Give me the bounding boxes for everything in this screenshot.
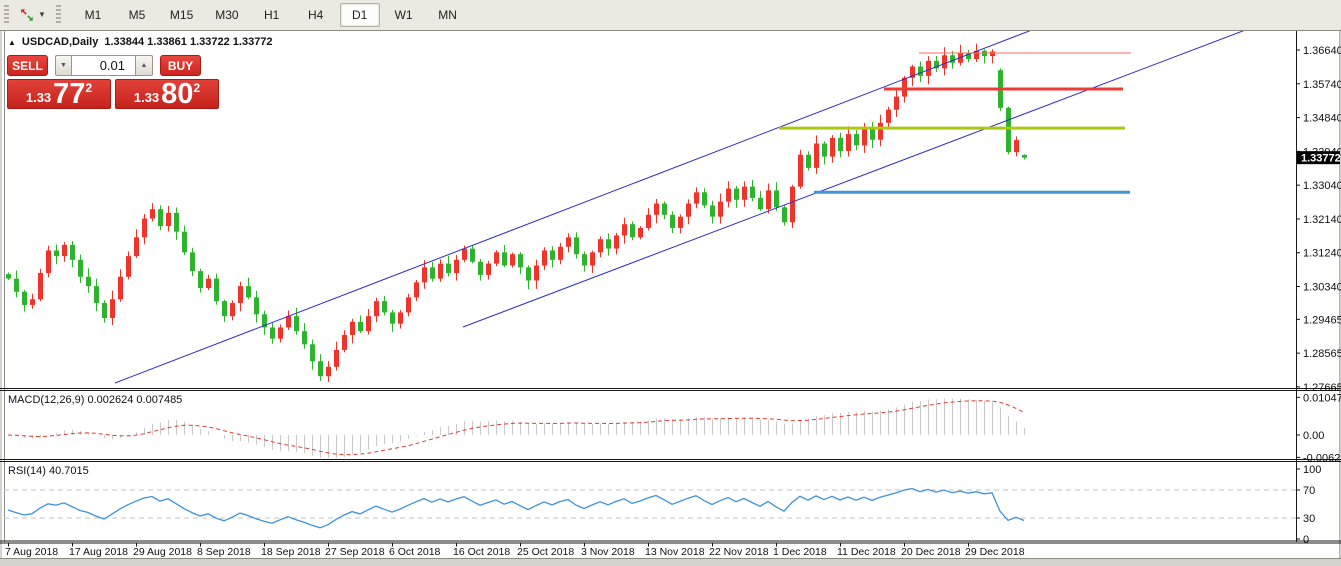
current-price-tag [1297,151,1340,165]
date-axis-label: 13 Nov 2018 [645,546,705,558]
date-axis-label: 16 Oct 2018 [453,546,510,558]
macd-name: MACD(12,26,9) [8,394,85,406]
current-price-value: 1.33772 [1301,153,1341,165]
chart-canvas[interactable]: 1.366401.357401.348401.339401.330401.321… [0,31,1341,558]
chevron-down-icon: ▼ [38,10,46,19]
date-axis-label: 3 Nov 2018 [581,546,635,558]
date-axis-label: 29 Aug 2018 [133,546,192,558]
date-axis-label: 22 Nov 2018 [709,546,769,558]
rsi-axis-label: 0 [1303,534,1309,546]
symbol-period-label: USDCAD,Daily [21,36,99,48]
price-axis-label: 1.33040 [1303,180,1341,192]
timeframe-button-H4[interactable]: H4 [307,8,324,22]
price-axis-label: 1.32140 [1303,214,1341,226]
date-axis-label: 1 Dec 2018 [773,546,827,558]
price-axis-label: 1.30340 [1303,282,1341,294]
volume-input[interactable]: 0.01 [72,55,136,76]
macd-axis-label: 0.00 [1303,430,1324,442]
window-bottom-edge [0,558,1341,566]
buy-price-pipette: 2 [193,81,201,95]
macd-axis-label: 0.010474 [1303,392,1341,404]
timeframe-toolbar: M1 M5 M15 M30 H1 H4 D1 W1 MN [71,3,470,27]
one-click-trading-panel: SELL ▼ 0.01 ▲ BUY 1.33 77 2 1.33 80 2 [7,55,221,109]
timeframe-button-D1[interactable]: D1 [339,3,380,27]
date-axis-label: 7 Aug 2018 [5,546,58,558]
macd-pane[interactable] [7,398,1025,458]
chart-objects[interactable] [114,31,1248,384]
date-axis-label: 25 Oct 2018 [517,546,574,558]
price-axis-label: 1.27665 [1303,382,1341,394]
rsi-line [7,487,1025,529]
chart-title: ▲ USDCAD,Daily 1.33844 1.33861 1.33722 1… [8,36,273,48]
date-axis-label: 18 Sep 2018 [261,546,321,558]
price-axis-label: 1.31240 [1303,248,1341,260]
price-axis: 1.366401.357401.348401.339401.330401.321… [1296,45,1341,546]
sell-price-panel[interactable]: 1.33 77 2 [7,79,111,109]
price-axis-label: 1.36640 [1303,45,1341,57]
price-axis-label: 1.28565 [1303,348,1341,360]
rsi-axis-label: 100 [1303,464,1321,476]
date-axis-label: 6 Oct 2018 [389,546,441,558]
date-axis-label: 11 Dec 2018 [837,546,896,558]
date-axis-label: 17 Aug 2018 [69,546,128,558]
date-axis-label: 8 Sep 2018 [197,546,251,558]
buy-price-prefix: 1.33 [133,90,160,105]
rsi-axis-label: 70 [1303,485,1315,497]
sell-price-prefix: 1.33 [25,90,52,105]
date-axis-label: 20 Dec 2018 [901,546,961,558]
buy-button[interactable]: BUY [160,55,201,76]
volume-decrease-button[interactable]: ▼ [55,55,72,76]
macd-indicator-label: MACD(12,26,9) 0.002624 0.007485 [8,394,182,406]
price-axis-label: 1.34840 [1303,113,1341,125]
candles[interactable] [6,43,1027,382]
toolbar-grip[interactable] [55,5,61,25]
chart-area: 1.366401.357401.348401.339401.330401.321… [0,31,1341,558]
collapse-panel-icon[interactable]: ▲ [8,37,16,47]
diagonal-arrows-icon [21,9,33,21]
chart-shift-button[interactable]: ▼ [13,3,52,27]
rsi-name: RSI(14) [8,465,46,477]
sell-price-big-digits: 77 [53,78,86,110]
toolbar: ▼ M1 M5 M15 M30 H1 H4 D1 W1 MN [0,0,1341,31]
toolbar-grip[interactable] [4,5,9,25]
date-axis-label: 29 Dec 2018 [965,546,1025,558]
buy-price-panel[interactable]: 1.33 80 2 [115,79,219,109]
timeframe-button-M5[interactable]: M5 [128,8,146,22]
volume-increase-button[interactable]: ▲ [136,55,153,76]
timeframe-button-W1[interactable]: W1 [394,8,413,22]
timeframe-button-MN[interactable]: MN [438,8,457,22]
trendline-channel-lower [462,31,1245,328]
timeframe-button-M1[interactable]: M1 [84,8,102,22]
macd-axis-label: -0.006218 [1303,452,1341,464]
date-axis-label: 27 Sep 2018 [325,546,385,558]
price-axis-label: 1.35740 [1303,79,1341,91]
trendline-channel-upper [114,31,1031,384]
timeframe-button-M15[interactable]: M15 [169,8,194,22]
rsi-indicator-label: RSI(14) 40.7015 [8,465,89,477]
macd-values: 0.002624 0.007485 [87,394,183,406]
timeframe-button-H1[interactable]: H1 [263,8,280,22]
sell-price-pipette: 2 [85,81,93,95]
rsi-pane[interactable] [4,487,1296,529]
date-axis: 7 Aug 2018 17 Aug 2018 29 Aug 2018 8 Sep 20… [5,542,1025,558]
sell-button[interactable]: SELL [7,55,48,76]
rsi-value: 40.7015 [48,465,89,477]
timeframe-button-M30[interactable]: M30 [215,8,239,22]
macd-signal-line [7,400,1025,456]
buy-price-big-digits: 80 [161,78,194,110]
price-axis-label: 1.29465 [1303,314,1341,326]
ohlc-values: 1.33844 1.33861 1.33722 1.33772 [104,36,273,48]
rsi-axis-label: 30 [1303,513,1315,525]
